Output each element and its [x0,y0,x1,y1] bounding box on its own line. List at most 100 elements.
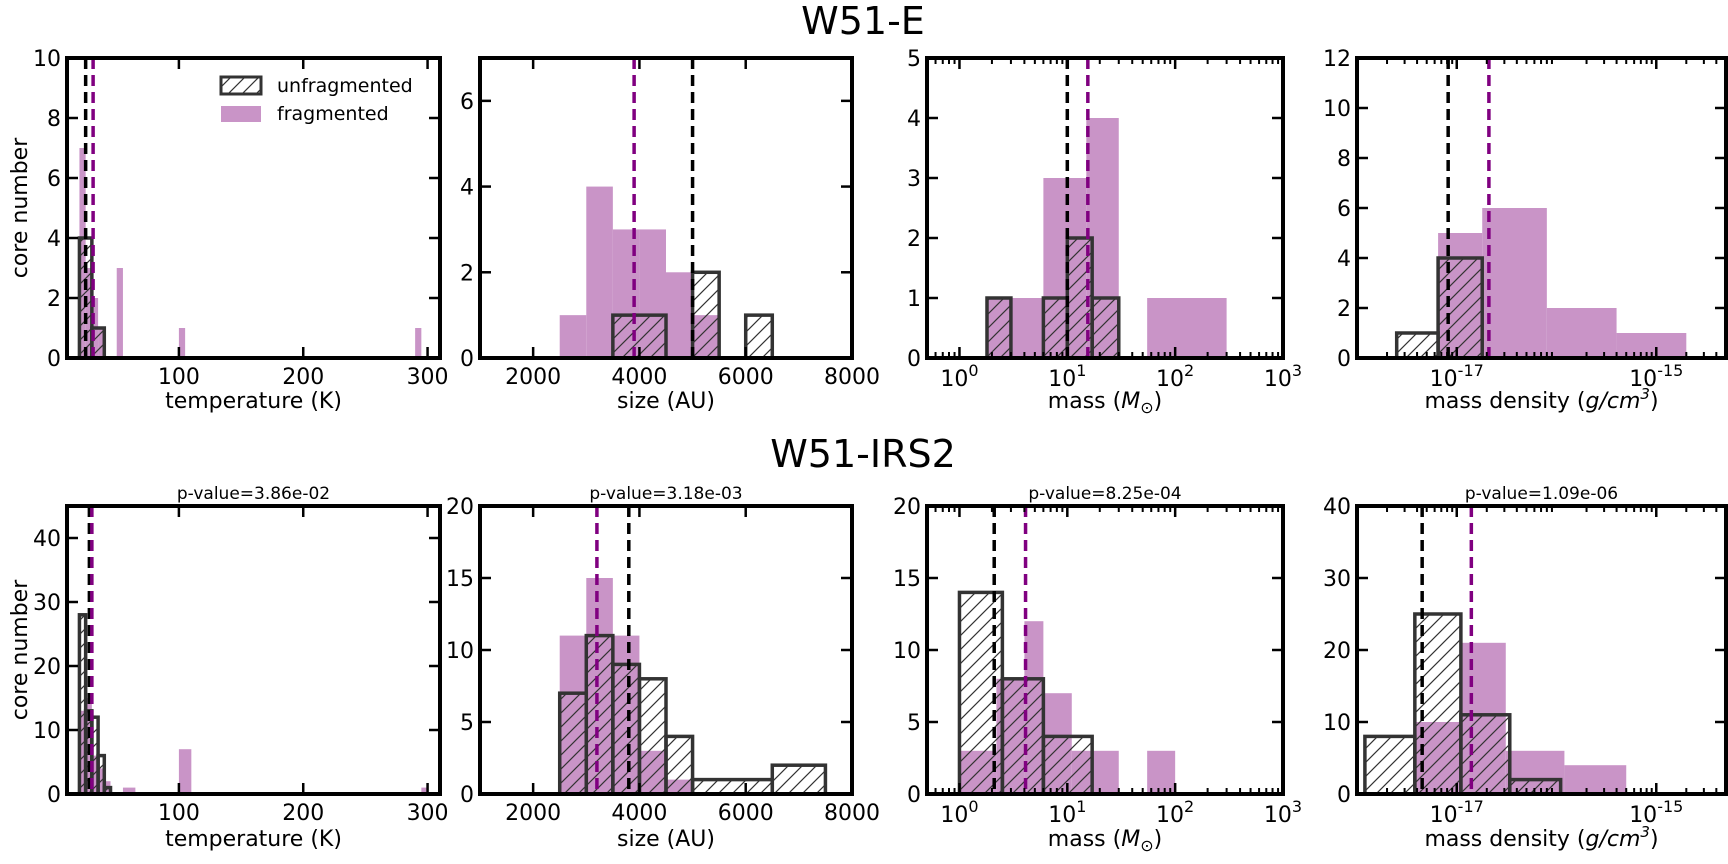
y-tick-label: 4 [1337,247,1351,272]
y-tick-label: 20 [33,655,61,680]
y-tick-label: 4 [460,176,474,201]
x-tick-label: 103 [1264,797,1302,828]
bar-fragmented [559,315,587,358]
x-tick-label: 101 [1048,797,1086,828]
x-tick-label: 300 [407,801,449,826]
bar-unfragmented [1436,256,1484,360]
bar-unfragmented [985,296,1013,360]
y-axis-label: core number [8,579,33,720]
bar-unfragmented [1363,734,1417,796]
bar-unfragmented [770,763,828,796]
y-tick-label: 20 [446,495,474,520]
x-axis-label: temperature (K) [165,389,342,414]
bar-unfragmented [637,677,668,796]
bar-fragmented [666,272,693,358]
y-tick-label: 10 [1323,711,1351,736]
x-tick-label: 10-15 [1629,361,1683,392]
x-tick-label: 100 [158,801,200,826]
y-tick-label: 10 [1323,97,1351,122]
y-tick-label: 0 [460,347,474,372]
y-tick-label: 8 [1337,147,1351,172]
y-tick-label: 10 [33,719,61,744]
x-axis-label: mass density (g/cm3) [1424,385,1658,414]
x-axis-label: mass (M⊙) [1048,827,1162,855]
legend-label-unfragmented: unfragmented [277,75,413,97]
y-tick-label: 10 [893,639,921,664]
legend: unfragmented fragmented [219,75,413,125]
panel-row0-col1: 0 2 4 6 2000 4000 6000 8000 size (AU) [460,56,880,414]
legend-label-fragmented: fragmented [277,103,389,125]
y-tick-label: 12 [1323,47,1351,72]
y-tick-label: 6 [47,167,61,192]
x-axis-label: size (AU) [617,827,715,852]
bar-fragmented [1482,208,1547,358]
bar-fragmented [1147,750,1176,794]
legend-swatch-fragmented [221,106,261,122]
x-tick-label: 200 [282,801,324,826]
bar-unfragmented [690,777,775,796]
bar-fragmented [421,787,428,794]
y-tick-label: 2 [1337,297,1351,322]
x-tick-label: 4000 [611,365,667,390]
x-tick-label: 6000 [718,365,774,390]
y-tick-label: 5 [460,711,474,736]
y-tick-label: 40 [33,527,61,552]
x-tick-label: 8000 [824,365,880,390]
x-tick-label: 101 [1048,361,1086,392]
x-tick-label: 6000 [718,801,774,826]
y-tick-label: 0 [460,783,474,808]
y-tick-label: 3 [907,167,921,192]
x-axis-label: temperature (K) [165,827,342,852]
bar-fragmented [178,749,192,794]
y-axis-label: core number [8,137,33,278]
x-tick-label: 200 [282,365,324,390]
bar-unfragmented [1041,296,1070,360]
bar-fragmented [116,268,123,358]
p-value-label: p-value=1.09e-06 [1465,484,1618,504]
x-tick-label: 8000 [824,801,880,826]
y-tick-label: 0 [1337,347,1351,372]
axes-frame [925,56,1285,360]
panel-row0-col2: 0 1 2 3 4 5 100 101 102 103 mass (M⊙) [907,47,1302,417]
y-tick-label: 0 [47,347,61,372]
x-tick-label: 100 [940,797,978,828]
y-tick-label: 20 [893,495,921,520]
x-tick-label: 10-17 [1430,797,1484,828]
axes-frame [1355,504,1728,796]
x-axis-label: mass (M⊙) [1048,389,1162,417]
bar-unfragmented [584,633,615,796]
x-tick-label: 2000 [505,801,561,826]
y-tick-label: 30 [33,591,61,616]
x-tick-label: 100 [940,361,978,392]
row-title-w51irs2: W51-IRS2 [770,432,956,476]
x-tick-label: 300 [407,365,449,390]
p-value-label: p-value=3.18e-03 [589,484,742,504]
y-tick-label: 4 [907,107,921,132]
y-tick-label: 6 [460,90,474,115]
x-tick-label: 102 [1156,361,1194,392]
p-value-label: p-value=8.25e-04 [1028,484,1181,504]
panel-row1-col1: 0 5 10 15 20 2000 4000 6000 8000 size (AU) p-value… [446,484,880,852]
y-tick-label: 20 [1323,639,1351,664]
axes-frame [65,56,442,360]
y-tick-label: 10 [446,639,474,664]
y-tick-label: 2 [907,227,921,252]
axes-frame [478,56,854,360]
bar-unfragmented [1090,296,1121,360]
bar-fragmented [1010,298,1044,358]
x-tick-label: 4000 [611,801,667,826]
bar-fragmented [415,328,422,358]
x-tick-label: 2000 [505,365,561,390]
y-tick-label: 5 [907,47,921,72]
y-tick-label: 0 [907,347,921,372]
bar-fragmented [178,328,186,358]
y-tick-label: 40 [1323,495,1351,520]
x-axis-label: size (AU) [617,389,715,414]
bar-unfragmented [1459,713,1512,796]
y-tick-label: 1 [907,287,921,312]
x-axis-label: mass density (g/cm3) [1424,823,1658,852]
panel-row1-col0: 0 10 20 30 40 100 200 300 temperature (K) core nu… [8,484,449,852]
y-tick-label: 2 [47,287,61,312]
axes-frame [1355,56,1728,360]
